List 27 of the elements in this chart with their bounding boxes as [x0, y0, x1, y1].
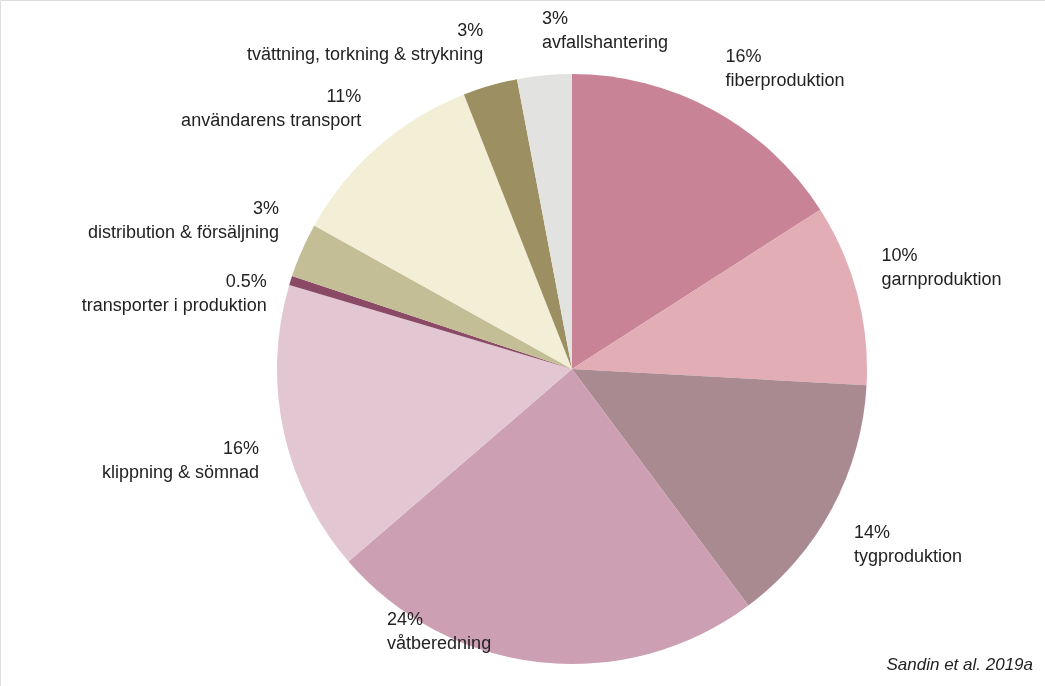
pie-slice: [348, 369, 749, 664]
slice-label: fiberproduktion: [725, 70, 845, 91]
slice-label: tvättning, torkning & strykning: [247, 43, 484, 64]
slice-label: distribution & försäljning: [87, 222, 280, 243]
slice-label: användarens transport: [181, 110, 362, 131]
data-label: 3%: [253, 198, 280, 219]
pie-slice: [516, 74, 572, 369]
data-label: 16%: [223, 438, 260, 459]
data-label: 10%: [881, 245, 918, 266]
text: Sandin et al. 2019a: [886, 655, 1033, 674]
data-label: 3%: [542, 8, 569, 29]
data-label: 11%: [326, 86, 362, 107]
pie-slice: [572, 209, 867, 386]
slice-label: klippning & sömnad: [101, 462, 260, 483]
slice-label: våtberedning: [387, 633, 492, 654]
data-label: 14%: [853, 522, 891, 543]
slice-label: garnproduktion: [881, 269, 1002, 290]
data-label: 16%: [725, 46, 762, 67]
slice-label: tygproduktion: [853, 546, 963, 567]
data-label: 0.5%: [225, 270, 267, 291]
pie-slice: [463, 79, 572, 369]
slice-label: avfallshantering: [542, 32, 669, 53]
slice-label: transporter i produktion: [81, 294, 267, 315]
pie-slice: [277, 284, 572, 562]
data-label: 3%: [457, 19, 484, 40]
data-label: 24%: [387, 609, 424, 630]
pie-slice: [292, 225, 572, 369]
